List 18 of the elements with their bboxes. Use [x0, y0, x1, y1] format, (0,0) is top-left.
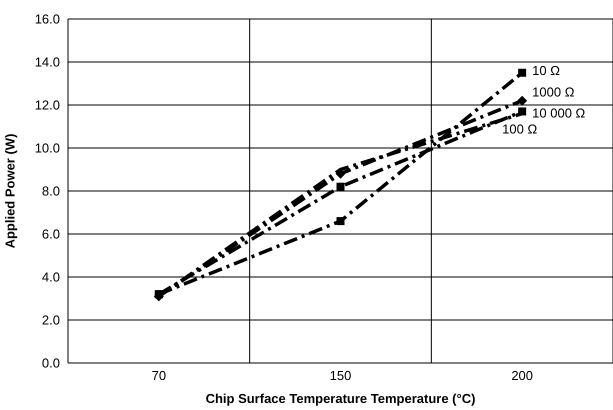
x-axis-title: Chip Surface Temperature Temperature (°C)	[206, 391, 476, 406]
y-tick-label: 12.0	[34, 98, 60, 113]
series-label: 10 000 Ω	[532, 105, 586, 120]
y-tick-label: 4.0	[42, 270, 60, 285]
y-tick-label: 10.0	[34, 140, 60, 156]
y-tick-label: 0.0	[42, 356, 60, 371]
x-tick-label: 150	[330, 368, 352, 384]
series-label: 100 Ω	[502, 122, 538, 137]
y-axis-title: Applied Power (W)	[2, 134, 18, 248]
y-tick-label: 14.0	[34, 54, 60, 70]
y-tick-label: 16.0	[34, 12, 60, 27]
series-label: 1000 Ω	[532, 84, 575, 100]
y-tick-label: 8.0	[42, 184, 60, 199]
series-label: 10 Ω	[532, 62, 560, 78]
x-tick-label: 200	[511, 368, 534, 384]
x-tick-label: 70	[152, 368, 166, 384]
y-tick-label: 2.0	[42, 312, 60, 328]
y-tick-label: 6.0	[42, 226, 60, 242]
